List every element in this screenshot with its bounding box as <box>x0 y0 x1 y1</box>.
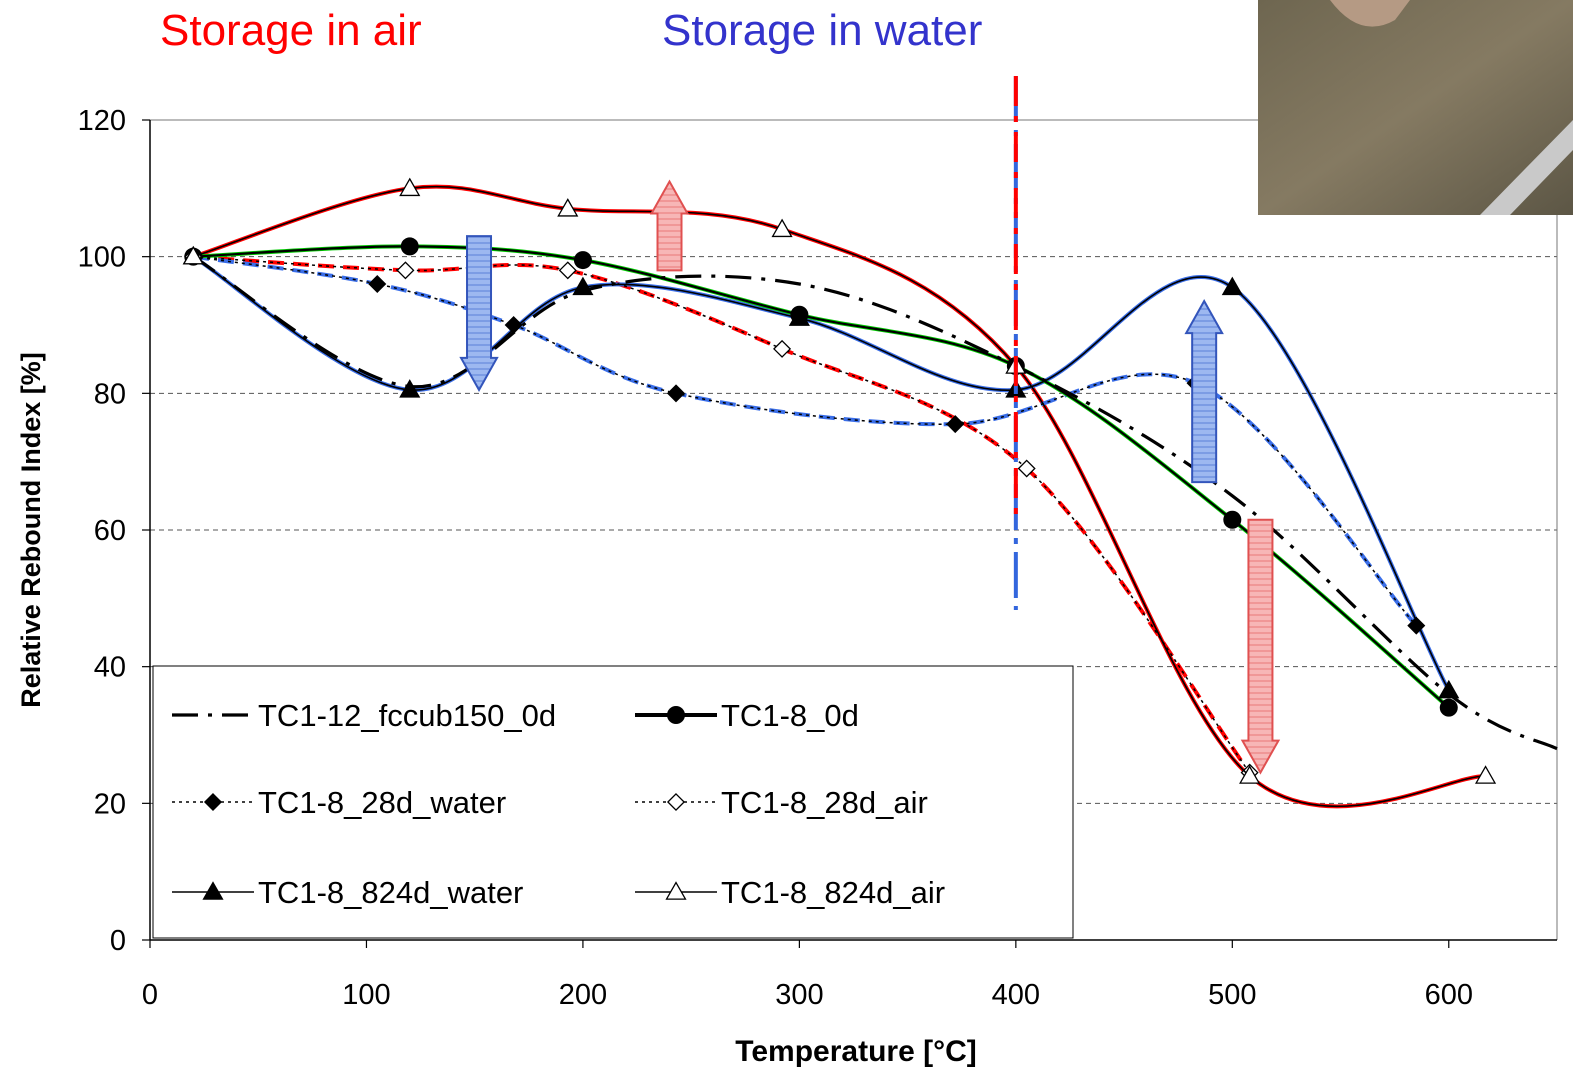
x-tick-label-400: 400 <box>992 979 1040 1011</box>
point-tc1-8-824d-water-6 <box>1438 679 1460 699</box>
point-tc1-8-28d-air-3 <box>773 339 792 358</box>
point-tc1-8-824d-air-3 <box>771 218 793 238</box>
arrow-blue-up-water-487 <box>1184 299 1224 484</box>
point-tc1-8-28d-water-1 <box>368 274 387 294</box>
x-tick-label-300: 300 <box>775 979 823 1011</box>
legend-label-tc1-8-28d-air: TC1-8_28d_air <box>721 785 928 820</box>
fit-red-dashed-28d-air <box>193 254 1252 774</box>
y-tick-label-80: 80 <box>94 378 126 410</box>
point-tc1-8-0d-5 <box>1223 510 1242 529</box>
y-tick-label-100: 100 <box>78 242 126 274</box>
y-axis-label: Relative Rebound Index [%] <box>16 352 46 708</box>
arrow-blue-down-water-152 <box>459 235 499 392</box>
point-tc1-8-824d-water-2 <box>572 276 594 296</box>
legend-label-tc1-8-0d: TC1-8_0d <box>721 698 859 733</box>
point-tc1-8-0d-2 <box>573 251 592 270</box>
x-tick-label-500: 500 <box>1208 979 1256 1011</box>
point-tc1-8-28d-air-2 <box>558 261 577 280</box>
series-line-tc1-12-fccub150-0d <box>192 255 1558 751</box>
legend-marker-tc1-8-28d-air <box>666 792 686 812</box>
point-tc1-8-824d-air-2 <box>557 198 579 217</box>
series-line-tc1-8-28d-water <box>193 255 1417 627</box>
arrow-red-down-air-513 <box>1240 518 1281 775</box>
point-tc1-8-824d-air-5 <box>1239 765 1261 784</box>
x-tick-label-200: 200 <box>559 979 607 1011</box>
x-axis-label: Temperature [°C] <box>735 1035 976 1068</box>
y-tick-label-120: 120 <box>78 105 126 137</box>
y-tick-label-0: 0 <box>110 925 126 957</box>
point-tc1-8-28d-water-2 <box>504 315 523 335</box>
photo-hand-shape <box>1330 0 1410 27</box>
legend-box <box>152 665 1074 939</box>
legend-label-tc1-8-28d-water: TC1-8_28d_water <box>258 785 506 820</box>
point-tc1-8-28d-air-4 <box>1017 459 1036 478</box>
x-tick-label-100: 100 <box>342 979 390 1011</box>
point-tc1-8-0d-1 <box>400 237 419 256</box>
legend-marker-tc1-8-824d-water <box>202 881 224 900</box>
header-storage-water: Storage in water <box>662 6 983 55</box>
point-tc1-8-824d-air-6 <box>1474 765 1497 784</box>
point-tc1-8-28d-water-3 <box>666 384 686 403</box>
y-tick-label-60: 60 <box>94 515 126 547</box>
header-storage-air: Storage in air <box>160 6 422 55</box>
x-tick-label-600: 600 <box>1425 979 1473 1011</box>
legend-marker-tc1-8-824d-air <box>665 881 687 900</box>
point-tc1-8-824d-air-1 <box>399 177 421 197</box>
legend-marker-tc1-8-28d-water <box>203 792 223 812</box>
y-tick-label-20: 20 <box>94 788 126 820</box>
legend-label-tc1-8-824d-water: TC1-8_824d_water <box>258 875 523 910</box>
x-tick-label-0: 0 <box>142 979 158 1011</box>
point-tc1-8-824d-water-5 <box>1221 276 1243 296</box>
photo-hammer-shape <box>1480 120 1573 215</box>
legend-label-tc1-8-824d-air: TC1-8_824d_air <box>721 875 945 910</box>
legend-label-tc1-12-fccub150-0d: TC1-12_fccub150_0d <box>258 698 556 733</box>
y-tick-label-40: 40 <box>94 652 126 684</box>
arrow-red-up-air-240 <box>649 179 690 272</box>
point-tc1-8-28d-water-4 <box>946 415 965 434</box>
point-tc1-8-0d-6 <box>1439 698 1458 717</box>
legend-marker-tc1-8-0d <box>667 706 685 724</box>
point-tc1-8-824d-water-3 <box>788 307 810 326</box>
point-tc1-8-28d-air-1 <box>396 261 415 280</box>
point-tc1-8-824d-air-0 <box>182 245 204 265</box>
point-tc1-8-824d-water-1 <box>399 379 421 398</box>
